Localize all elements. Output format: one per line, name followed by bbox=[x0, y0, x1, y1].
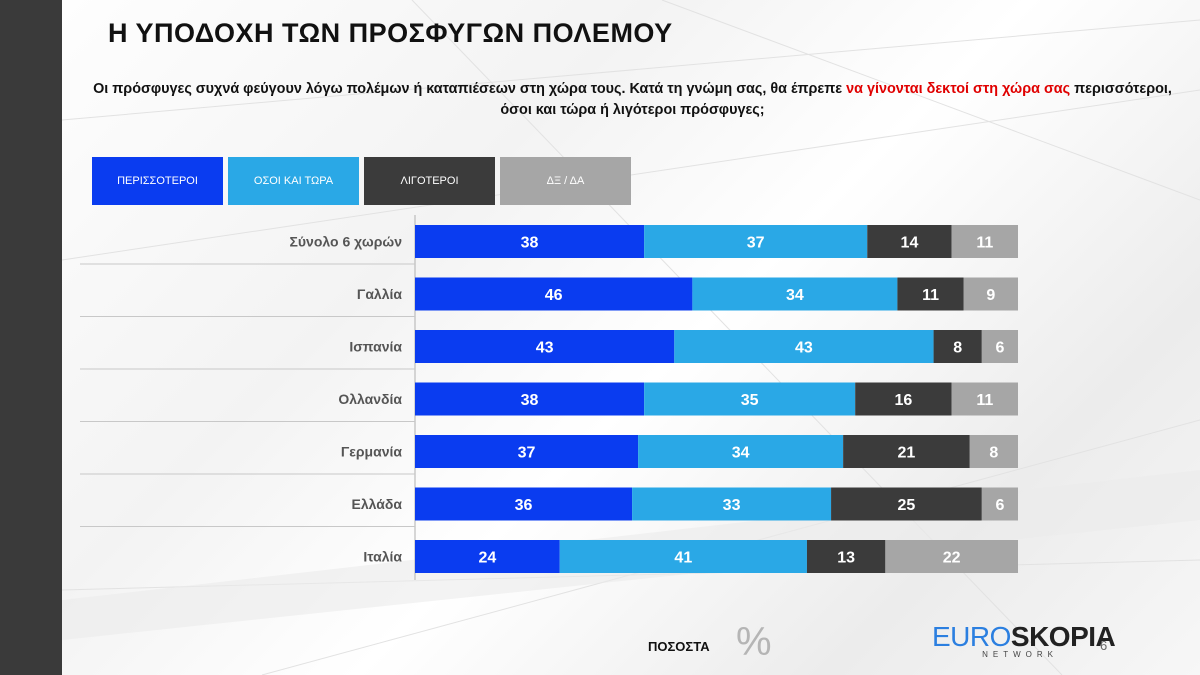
page-title: Η ΥΠΟΔΟΧΗ ΤΩΝ ΠΡΟΣΦΥΓΩΝ ΠΟΛΕΜΟΥ bbox=[108, 18, 673, 48]
bar-segment bbox=[969, 435, 1018, 468]
data-label: 14 bbox=[901, 235, 919, 252]
bar-segment bbox=[415, 540, 560, 573]
unit-label: ΠΟΣΟΣΤΑ bbox=[648, 639, 710, 654]
left-decorative-strip bbox=[0, 0, 62, 675]
data-label: 16 bbox=[895, 392, 913, 409]
bar-segment bbox=[415, 330, 675, 363]
data-label: 22 bbox=[943, 550, 961, 567]
bar-segment bbox=[644, 382, 856, 416]
category-label: Γαλλία bbox=[357, 286, 402, 302]
bar-segment bbox=[559, 540, 807, 573]
data-label: 24 bbox=[478, 550, 496, 567]
category-label: Ισπανία bbox=[349, 339, 402, 355]
data-label: 34 bbox=[732, 445, 750, 462]
bar-segment bbox=[632, 487, 832, 521]
survey-question: Οι πρόσφυγες συχνά φεύγουν λόγω πολέμων … bbox=[80, 79, 1185, 121]
page-number: 6 bbox=[1100, 638, 1108, 653]
data-label: 11 bbox=[976, 235, 993, 252]
data-label: 46 bbox=[545, 287, 563, 304]
data-label: 21 bbox=[898, 445, 916, 462]
bar-segment bbox=[415, 382, 645, 416]
bar-segment bbox=[415, 277, 693, 311]
bar-segment bbox=[692, 277, 898, 311]
category-label: Γερμανία bbox=[341, 444, 403, 460]
data-label: 6 bbox=[995, 340, 1004, 357]
bar-segment bbox=[855, 382, 952, 416]
bar-segment bbox=[831, 487, 982, 521]
bar-segment bbox=[885, 540, 1018, 573]
data-label: 8 bbox=[953, 340, 962, 357]
category-label: Ελλάδα bbox=[352, 496, 403, 512]
logo-skopia-text: SKOPIA bbox=[1010, 621, 1116, 652]
data-label: 6 bbox=[995, 497, 1004, 514]
data-label: 43 bbox=[795, 340, 813, 357]
data-label: 8 bbox=[989, 445, 998, 462]
logo-euro-text: EURO bbox=[932, 621, 1011, 652]
category-label: Ιταλία bbox=[363, 549, 402, 565]
bar-segment bbox=[981, 330, 1018, 363]
data-label: 34 bbox=[786, 287, 804, 304]
data-label: 43 bbox=[536, 340, 554, 357]
bar-segment bbox=[933, 330, 982, 363]
question-text-part1: Οι πρόσφυγες συχνά φεύγουν λόγω πολέμων … bbox=[93, 81, 847, 97]
bar-segment bbox=[963, 277, 1018, 311]
percent-symbol: % bbox=[736, 620, 772, 664]
bar-segment bbox=[674, 330, 934, 363]
data-label: 41 bbox=[674, 550, 692, 567]
bar-segment bbox=[806, 540, 886, 573]
data-label: 35 bbox=[741, 392, 759, 409]
data-label: 25 bbox=[898, 497, 916, 514]
bar-segment bbox=[638, 435, 844, 468]
data-label: 11 bbox=[922, 287, 939, 304]
bar-segment bbox=[897, 277, 964, 311]
bar-segment bbox=[415, 435, 639, 468]
bar-segment bbox=[415, 225, 645, 258]
bar-segment bbox=[951, 225, 1018, 258]
euroskopia-logo: EUROSKOPIA NETWORK bbox=[932, 621, 1116, 660]
category-label: Ολλανδία bbox=[338, 391, 402, 407]
data-label: 9 bbox=[986, 287, 995, 304]
bar-segment bbox=[981, 487, 1018, 521]
question-highlight: να γίνονται δεκτοί στη χώρα σας bbox=[846, 81, 1071, 97]
bar-segment bbox=[843, 435, 970, 468]
bar-segment bbox=[415, 487, 633, 521]
legend-item-3: ΛΙΓΟΤΕΡΟΙ bbox=[364, 157, 495, 205]
question-text-part2: περισσότεροι, όσοι και τώρα ή λιγότεροι … bbox=[500, 81, 1172, 118]
legend-item-2: ΟΣΟΙ ΚΑΙ ΤΩΡΑ bbox=[228, 157, 359, 205]
data-label: 13 bbox=[837, 550, 855, 567]
legend-item-4: ΔΞ / ΔΑ bbox=[500, 157, 631, 205]
data-label: 37 bbox=[518, 445, 536, 462]
bar-segment bbox=[644, 225, 868, 258]
category-label: Σύνολο 6 χωρών bbox=[290, 234, 403, 250]
data-label: 33 bbox=[723, 497, 741, 514]
legend-item-1: ΠΕΡΙΣΣΟΤΕΡΟΙ bbox=[92, 157, 223, 205]
logo-network-text: NETWORK bbox=[982, 650, 1058, 659]
data-label: 36 bbox=[515, 497, 533, 514]
bar-segment bbox=[867, 225, 952, 258]
data-label: 38 bbox=[521, 235, 539, 252]
data-label: 11 bbox=[976, 392, 993, 409]
data-label: 38 bbox=[521, 392, 539, 409]
bar-segment bbox=[951, 382, 1018, 416]
data-label: 37 bbox=[747, 235, 765, 252]
